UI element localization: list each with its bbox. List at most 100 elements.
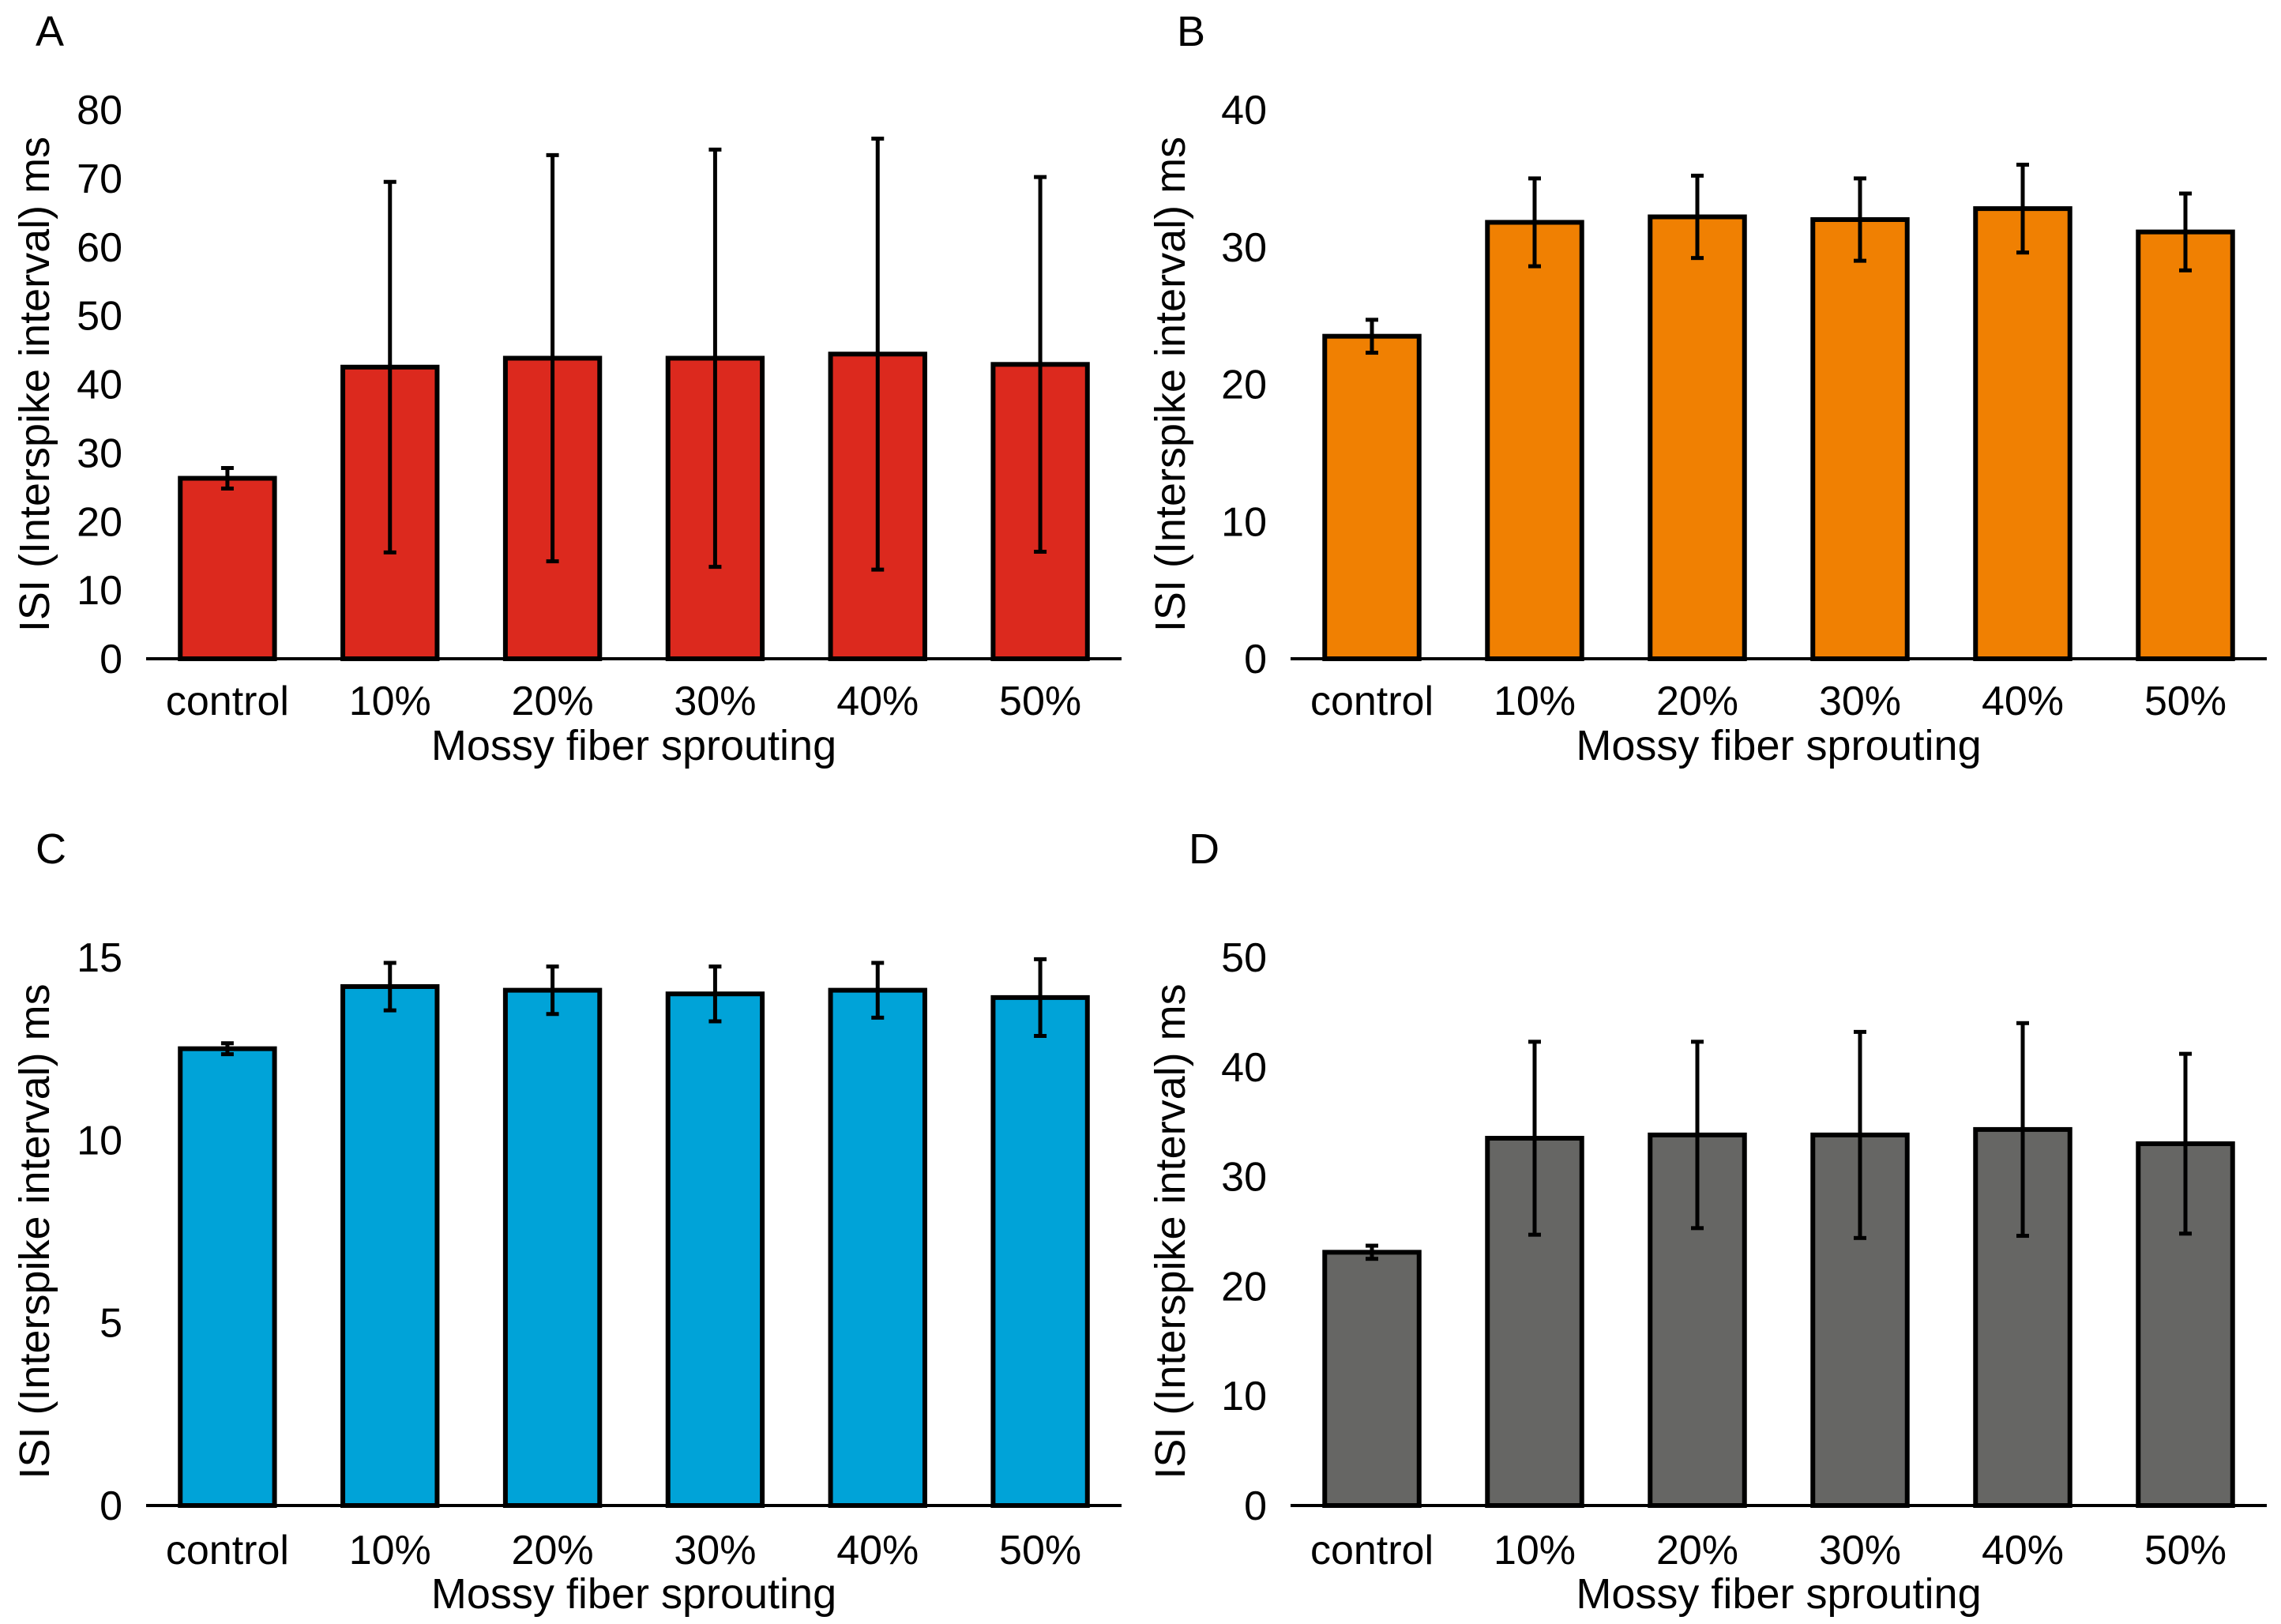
x-tick-label: 20%	[1656, 1528, 1738, 1573]
x-tick-label: 40%	[836, 679, 919, 724]
bar	[1973, 206, 2072, 662]
error-bar	[871, 960, 885, 1020]
y-axis-title: ISI (Interspike interval) ms	[11, 983, 58, 1479]
x-axis-title: Mossy fiber sprouting	[431, 722, 836, 769]
bar	[2136, 229, 2235, 661]
x-tick-label: 20%	[512, 679, 594, 724]
bar	[828, 987, 927, 1508]
y-tick-label: 30	[77, 430, 122, 476]
error-bar	[1854, 1029, 1866, 1240]
chart-panel-a: A 0 10 20 30 40 50 60 70 80 ISI (Interspike interv…	[11, 8, 1122, 769]
y-tick-label: 50	[77, 294, 122, 340]
x-tick-label: 40%	[836, 1528, 919, 1573]
bar	[178, 1046, 277, 1508]
bar	[665, 991, 765, 1509]
y-tick-label: 40	[1221, 88, 1267, 133]
x-axis-title: Mossy fiber sprouting	[431, 1570, 836, 1618]
bar	[340, 984, 440, 1508]
y-tick-label: 30	[1221, 1155, 1267, 1201]
error-bar	[383, 960, 396, 1013]
chart-panel-c: C 0 5 10 15 ISI (Interspike interval) ms contr…	[11, 825, 1122, 1618]
x-tick-label: 10%	[1494, 1528, 1576, 1573]
error-bar	[546, 152, 559, 564]
bar	[502, 987, 603, 1508]
chart-panel-b: B 0 10 20 30 40 ISI (Interspike interval) ms co…	[1147, 8, 2267, 769]
y-axis-title: ISI (Interspike interval) ms	[11, 137, 58, 632]
y-tick-label: 20	[1221, 1264, 1267, 1310]
error-bar	[1691, 1039, 1704, 1231]
error-bar	[383, 179, 396, 554]
x-tick-label: 50%	[999, 1528, 1081, 1573]
y-tick-label: 40	[1221, 1045, 1267, 1091]
x-tick-label: 40%	[1982, 1528, 2064, 1573]
y-tick-label: 40	[77, 363, 122, 408]
error-bar	[1366, 1243, 1378, 1261]
x-tick-label: 20%	[512, 1528, 594, 1573]
error-bar	[546, 964, 559, 1017]
y-tick-label: 70	[77, 156, 122, 202]
y-tick-label: 10	[1221, 1374, 1267, 1419]
error-bar	[2179, 191, 2192, 273]
x-tick-label: control	[1310, 679, 1434, 724]
error-bar	[1034, 957, 1047, 1038]
error-bar	[2016, 1021, 2029, 1239]
y-tick-label: 80	[77, 88, 122, 133]
bar	[1322, 333, 1422, 661]
y-axis-title: ISI (Interspike interval) ms	[1147, 983, 1194, 1479]
error-bar	[2179, 1051, 2192, 1236]
error-bar	[220, 1041, 234, 1057]
bar	[1485, 220, 1584, 662]
y-tick-label: 10	[77, 1118, 122, 1163]
error-bar	[1528, 1039, 1541, 1237]
x-tick-label: control	[166, 1528, 289, 1573]
error-bar	[708, 964, 722, 1024]
y-tick-label: 0	[1244, 1483, 1267, 1529]
x-tick-label: 10%	[1494, 679, 1576, 724]
x-tick-label: 50%	[2144, 679, 2227, 724]
error-bar	[2016, 163, 2029, 255]
y-tick-label: 0	[100, 1483, 122, 1529]
x-tick-label: 10%	[349, 679, 431, 724]
error-bar	[1366, 318, 1378, 355]
y-tick-label: 10	[1221, 499, 1267, 545]
panel-letter: D	[1189, 825, 1219, 873]
x-tick-label: control	[166, 679, 289, 724]
y-axis-title: ISI (Interspike interval) ms	[1147, 137, 1194, 632]
x-tick-label: 30%	[1819, 679, 1901, 724]
y-tick-label: 5	[100, 1301, 122, 1347]
error-bar	[220, 465, 234, 491]
error-bar	[1034, 175, 1047, 554]
y-tick-label: 20	[77, 499, 122, 545]
y-tick-label: 60	[77, 225, 122, 271]
error-bar	[708, 147, 722, 570]
y-tick-label: 50	[1221, 935, 1267, 981]
y-tick-label: 0	[1244, 637, 1267, 682]
x-tick-label: 10%	[349, 1528, 431, 1573]
x-tick-label: 20%	[1656, 679, 1738, 724]
error-bar	[1528, 176, 1541, 269]
x-tick-label: 30%	[674, 1528, 756, 1573]
y-tick-label: 10	[77, 568, 122, 614]
x-axis-title: Mossy fiber sprouting	[1576, 722, 1981, 769]
x-tick-label: 50%	[2144, 1528, 2227, 1573]
x-tick-label: 40%	[1982, 679, 2064, 724]
y-tick-label: 30	[1221, 225, 1267, 271]
x-tick-label: 30%	[674, 679, 756, 724]
panel-letter: B	[1177, 8, 1205, 55]
y-tick-label: 20	[1221, 363, 1267, 408]
error-bar	[1691, 173, 1704, 261]
y-tick-label: 15	[77, 935, 122, 981]
panel-letter: C	[36, 825, 66, 873]
x-axis-title: Mossy fiber sprouting	[1576, 1570, 1981, 1618]
bar	[178, 476, 277, 661]
bar	[1810, 217, 1910, 661]
bar	[990, 994, 1090, 1508]
panel-letter: A	[36, 8, 64, 55]
x-tick-label: 30%	[1819, 1528, 1901, 1573]
x-tick-label: control	[1310, 1528, 1434, 1573]
error-bar	[1854, 176, 1866, 263]
x-tick-label: 50%	[999, 679, 1081, 724]
error-bar	[871, 136, 885, 572]
bar	[1322, 1250, 1422, 1508]
